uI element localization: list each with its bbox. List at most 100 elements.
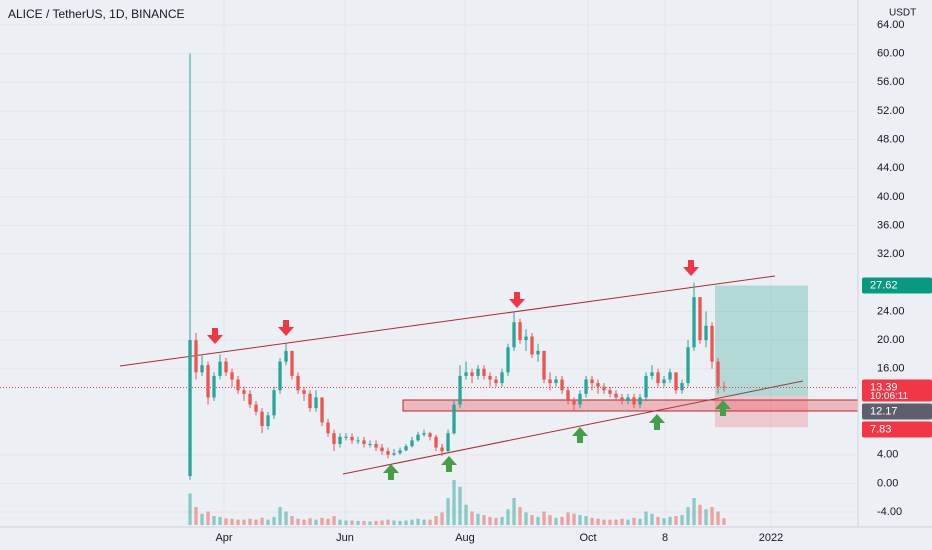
candle-body — [308, 393, 312, 409]
candle-body — [200, 365, 204, 373]
candle-body — [596, 383, 600, 387]
volume-bar — [278, 507, 282, 525]
candle-body — [248, 393, 252, 405]
candle-body — [350, 436, 354, 441]
x-tick-label: Apr — [215, 532, 232, 544]
candle-body — [506, 347, 510, 373]
volume-bar — [464, 504, 468, 525]
volume-bar — [536, 516, 540, 525]
axes: 64.00 60.00 56.00 52.00 48.00 44.00 40.00 36.00… — [215, 19, 932, 544]
volume-bar — [266, 519, 270, 525]
volume-bar — [338, 519, 342, 525]
candle-body — [272, 390, 276, 416]
price-badge — [862, 403, 932, 420]
volume — [188, 480, 726, 525]
candle-body — [584, 379, 588, 394]
y-tick-label: 36.00 — [877, 219, 905, 231]
candle-body — [326, 422, 330, 434]
volume-bar — [560, 516, 564, 525]
candle-body — [614, 393, 618, 398]
volume-bar — [632, 517, 636, 525]
y-tick-label: 24.00 — [877, 305, 905, 317]
candle-body — [548, 379, 552, 384]
volume-bar — [698, 504, 702, 525]
volume-bar — [326, 518, 330, 525]
candle-body — [572, 400, 576, 405]
candle-body — [320, 397, 324, 423]
chart-title: ALICE / TetherUS, 1D, BINANCE — [8, 7, 185, 21]
candle-body — [224, 361, 228, 373]
candle-body — [518, 322, 522, 341]
volume-bar — [512, 498, 516, 525]
candle-body — [704, 325, 708, 341]
volume-bar — [716, 511, 720, 525]
volume-bar — [206, 511, 210, 525]
candle-body — [590, 379, 594, 384]
volume-bar — [704, 509, 708, 525]
candle-body — [212, 375, 216, 398]
volume-bar — [362, 520, 366, 525]
y-tick-label: 56.00 — [877, 76, 905, 88]
candle-body — [716, 361, 720, 387]
candle-body — [482, 368, 486, 376]
lower-trendline — [342, 380, 804, 475]
volume-bar — [614, 519, 618, 525]
candle-body — [428, 433, 432, 437]
volume-bar — [494, 517, 498, 525]
candle-body — [446, 433, 450, 452]
candle-body — [332, 433, 336, 444]
axis-unit: USDT — [889, 8, 916, 19]
x-tick-label: 8 — [662, 532, 668, 544]
candle-body — [242, 390, 246, 394]
volume-bar — [722, 518, 726, 525]
candle-body — [392, 453, 396, 455]
volume-bar — [662, 518, 666, 525]
candle-body — [554, 379, 558, 384]
candle-body — [458, 375, 462, 405]
y-tick-label: 64.00 — [877, 19, 905, 31]
volume-bar — [656, 516, 660, 525]
volume-bar — [248, 518, 252, 525]
candle-body — [632, 397, 636, 405]
volume-bar — [452, 480, 456, 525]
volume-bar — [488, 516, 492, 525]
candle-body — [188, 340, 192, 477]
candle-body — [284, 350, 288, 362]
candle-body — [674, 372, 678, 391]
volume-bar — [548, 515, 552, 525]
volume-bar — [380, 520, 384, 525]
volume-bar — [296, 518, 300, 525]
candle-body — [566, 390, 570, 401]
price-badge — [862, 277, 932, 294]
candle-body — [476, 368, 480, 376]
candle-body — [668, 372, 672, 380]
loss-zone — [715, 396, 809, 428]
candle-body — [440, 447, 444, 452]
candle-body — [620, 397, 624, 401]
volume-bar — [224, 518, 228, 525]
candle-body — [692, 297, 696, 348]
volume-bar — [578, 515, 582, 525]
volume-bar — [602, 519, 606, 525]
volume-bar — [638, 518, 642, 525]
candle-body — [398, 450, 402, 454]
volume-bar — [644, 511, 648, 525]
y-tick-label: 20.00 — [877, 334, 905, 346]
volume-bar — [470, 511, 474, 525]
volume-bar — [572, 513, 576, 525]
candle-body — [194, 340, 198, 373]
volume-bar — [200, 513, 204, 525]
volume-bar — [620, 518, 624, 525]
candle-body — [236, 379, 240, 391]
volume-bar — [314, 519, 318, 525]
volume-bar — [320, 517, 324, 525]
candle-body — [680, 383, 684, 391]
candle-body — [344, 436, 348, 438]
volume-bar — [524, 512, 528, 525]
volume-bar — [608, 519, 612, 525]
volume-bar — [680, 515, 684, 525]
candle-body — [638, 397, 642, 405]
volume-bar — [458, 486, 462, 525]
candle-body — [530, 336, 534, 355]
